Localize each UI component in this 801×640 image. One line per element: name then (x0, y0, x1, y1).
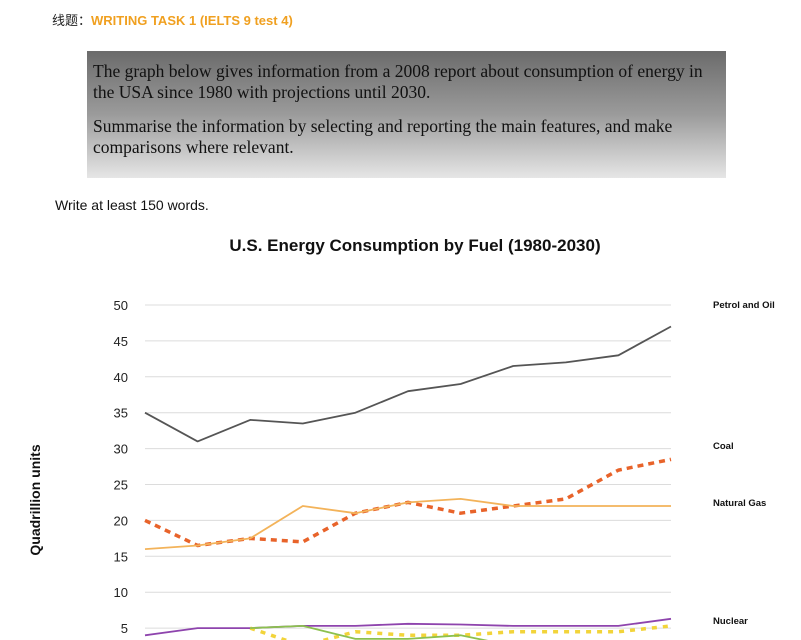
y-tick-label: 25 (114, 478, 128, 493)
series-line-2 (144, 498, 671, 550)
y-tick-label: 15 (114, 549, 128, 564)
y-tick-labels: 5 10 15 20 25 30 35 40 45 50 (114, 298, 128, 636)
series-label: Nuclear (713, 616, 748, 627)
y-tick-label: 50 (114, 298, 128, 313)
task-header: 线题：WRITING TASK 1 (IELTS 9 test 4) (52, 10, 293, 29)
y-tick-label: 45 (114, 334, 128, 349)
series-label: Petrol and Oil (713, 300, 775, 311)
series-line-5 (250, 625, 489, 640)
task-prefix: 线题： (52, 13, 92, 28)
prompt-paragraph-1: The graph below gives information from a… (93, 61, 703, 102)
prompt-paragraph-2: Summarise the information by selecting a… (93, 116, 673, 157)
y-tick-label: 40 (114, 370, 128, 385)
y-tick-label: 30 (114, 442, 128, 457)
series-label: Natural Gas (713, 498, 766, 509)
grid-lines (145, 304, 671, 629)
task-title: WRITING TASK 1 (IELTS 9 test 4) (91, 13, 293, 28)
word-count-instruction: Write at least 150 words. (55, 197, 209, 213)
chart-title: U.S. Energy Consumption by Fuel (1980-20… (229, 236, 601, 255)
y-tick-label: 20 (114, 513, 128, 528)
series-line-3 (144, 617, 672, 637)
series-labels: Petrol and Oil Coal Natural Gas Nuclear (713, 300, 775, 627)
series-line-4 (249, 624, 672, 640)
series-line-0 (144, 325, 672, 443)
y-tick-label: 5 (121, 621, 128, 636)
y-tick-label: 35 (114, 406, 128, 421)
prompt-box: The graph below gives information from a… (87, 51, 726, 178)
series-label: Coal (713, 441, 734, 452)
series-lines (144, 325, 672, 640)
y-tick-label: 10 (114, 585, 128, 600)
